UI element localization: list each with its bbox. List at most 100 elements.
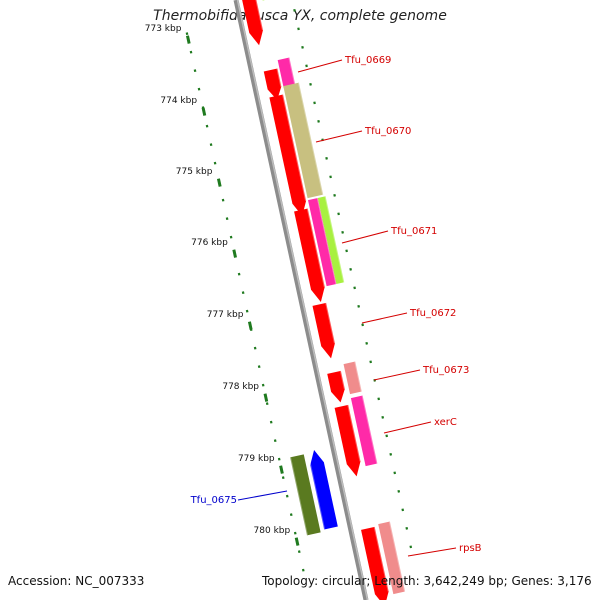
- tick-dot-right: [401, 508, 405, 512]
- tick-dot-right: [361, 323, 364, 327]
- kbp-major-tick: [247, 321, 253, 330]
- tick-dot-left: [193, 69, 197, 73]
- tick-dot-left: [209, 143, 213, 147]
- tick-dot-left: [301, 568, 305, 572]
- gene-tfu0675-shade: [306, 451, 326, 530]
- gene-xerc: [334, 404, 361, 477]
- tick-dot-right: [389, 452, 393, 456]
- kbp-major-tick: [216, 178, 222, 187]
- feature-pink-rpsb: [378, 521, 406, 595]
- feature-magenta-0669-shade: [288, 57, 297, 86]
- gene-label-xerc: xerC: [434, 417, 457, 428]
- tick-dot-right: [337, 212, 340, 216]
- kbp-label: 775 kbp: [176, 167, 213, 177]
- gene-tfu0668: [242, 0, 263, 46]
- tick-dot-right: [409, 545, 413, 549]
- kbp-label: 774 kbp: [160, 96, 197, 106]
- feature-pink-0673-shade: [354, 361, 363, 392]
- tick-dot-right: [341, 230, 344, 234]
- gene-tfu0672: [312, 302, 335, 359]
- tick-dot-left: [265, 402, 269, 406]
- tick-dot-right: [357, 304, 360, 308]
- backbone-highlight: [236, 0, 369, 600]
- tick-dot-right: [385, 434, 389, 438]
- gene-tfu0675: [310, 450, 338, 530]
- tick-dot-right: [317, 119, 320, 123]
- gene-label-tfu_0670: Tfu_0670: [364, 126, 411, 137]
- tick-dot-left: [189, 50, 193, 54]
- map-title: Thermobifida fusca YX, complete genome: [153, 8, 447, 24]
- gene-rpsb-shade: [373, 526, 390, 592]
- gene-tfu0669: [263, 68, 282, 100]
- feature-magenta-xerc: [350, 395, 378, 467]
- kbp-label: 778 kbp: [222, 382, 259, 392]
- feature-pink-rpsb-shade: [388, 521, 407, 592]
- tick-dot-left: [277, 457, 281, 461]
- feature-magenta-xerc-shade: [361, 395, 379, 464]
- tick-dot-right: [333, 193, 336, 197]
- tick-dot-right: [305, 64, 308, 68]
- gene-tfu0670: [269, 94, 307, 216]
- gene-tfu0670-shade: [282, 94, 308, 202]
- kbp-major-tick: [294, 537, 300, 546]
- tick-dot-right: [301, 45, 304, 49]
- gene-xerc-shade: [347, 404, 362, 462]
- tick-dot-right: [313, 101, 316, 105]
- tick-dot-left: [237, 272, 241, 276]
- label-leader-tfu_0671: [341, 230, 389, 244]
- tick-dot-right: [381, 415, 385, 419]
- genome-summary: Topology: circular; Length: 3,642,249 bp…: [262, 574, 592, 588]
- kbp-label: 777 kbp: [207, 310, 244, 320]
- label-leader-tfu_0669: [297, 59, 343, 73]
- tick-dot-left: [261, 383, 265, 387]
- gene-label-tfu_0672: Tfu_0672: [409, 308, 456, 319]
- kbp-major-tick: [186, 35, 191, 44]
- gene-rpsb: [361, 526, 389, 600]
- accession-text: Accession: NC_007333: [8, 574, 145, 588]
- tick-dot-left: [285, 494, 289, 498]
- label-leader-xerc: [383, 421, 432, 434]
- tick-dot-left: [253, 346, 257, 350]
- gene-label-tfu_0673: Tfu_0673: [422, 365, 469, 376]
- tick-dot-left: [289, 513, 293, 517]
- feature-magenta-0671: [307, 197, 337, 287]
- tick-dot-left: [281, 476, 285, 480]
- gene-tfu0668-shade: [255, 0, 264, 31]
- tick-dot-right: [297, 27, 300, 31]
- kbp-major-tick: [201, 107, 207, 116]
- gene-tfu0671: [294, 208, 325, 302]
- tick-dot-left: [185, 32, 189, 36]
- tick-dot-right: [377, 397, 381, 401]
- gene-tfu0673: [327, 370, 345, 403]
- kbp-label: 779 kbp: [238, 454, 275, 464]
- label-leader-tfu_0672: [361, 312, 408, 324]
- kbp-major-tick: [232, 249, 237, 258]
- tick-dot-left: [213, 161, 217, 165]
- tick-dot-left: [273, 439, 277, 443]
- feature-pink-0673: [343, 361, 362, 395]
- tick-dot-left: [229, 235, 233, 239]
- tick-dot-right: [365, 341, 368, 345]
- gene-tfu0673-shade: [339, 370, 346, 390]
- tick-dot-right: [405, 526, 409, 530]
- gene-label-rpsb: rpsB: [459, 543, 482, 554]
- tick-dot-right: [349, 267, 352, 271]
- gene-label-tfu_0669: Tfu_0669: [344, 55, 391, 66]
- gene-tfu0671-shade: [306, 208, 326, 288]
- feature-lime-0671: [317, 196, 345, 284]
- tick-dot-left: [241, 291, 245, 295]
- label-leader-rpsb: [407, 547, 457, 557]
- tick-dot-right: [369, 360, 373, 364]
- label-leader-tfu_0675: [237, 490, 288, 501]
- tick-dot-right: [397, 489, 401, 493]
- tick-dot-left: [221, 198, 225, 202]
- gene-tfu0669-shade: [276, 68, 283, 87]
- kbp-label: 773 kbp: [145, 24, 182, 34]
- tick-dot-right: [309, 82, 312, 86]
- feature-olive-tfu0675-shade: [289, 457, 308, 536]
- tick-dot-left: [257, 365, 261, 369]
- tick-dot-left: [297, 550, 301, 554]
- feature-magenta-0669: [277, 57, 296, 89]
